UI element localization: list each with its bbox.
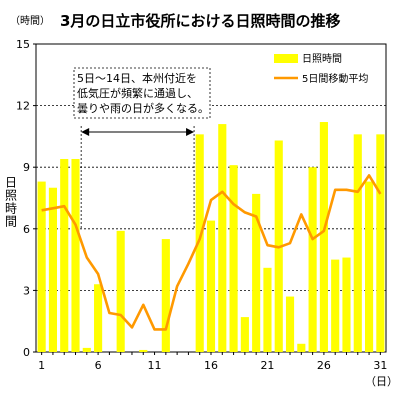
y-tick-label: 15 <box>16 38 30 51</box>
bar-day-21 <box>263 267 272 352</box>
legend-bar-label: 日照時間 <box>302 53 342 65</box>
y-axis-label-char: 間 <box>5 215 17 229</box>
bar-day-10 <box>139 349 148 352</box>
bar-day-2 <box>48 187 57 352</box>
x-tick-label: 26 <box>317 359 331 372</box>
y-axis-label-char: 時 <box>5 202 17 216</box>
y-tick-label: 3 <box>23 284 30 297</box>
y-axis-label-char: 日 <box>5 176 17 190</box>
y-unit-label: （時間） <box>10 15 50 27</box>
legend-line-label: 5日間移動平均 <box>302 72 368 85</box>
bar-day-24 <box>297 343 306 352</box>
bar-day-27 <box>331 259 340 352</box>
y-axis-label: 日照時間 <box>5 176 17 229</box>
bar-day-29 <box>353 134 362 352</box>
bar-day-31 <box>376 134 385 352</box>
annotation-box <box>73 67 211 119</box>
x-tick-label: 6 <box>95 359 102 372</box>
x-unit-label: （日） <box>365 375 398 388</box>
bar-day-8 <box>116 230 125 352</box>
bar-day-16 <box>206 220 216 352</box>
bar-day-5 <box>82 347 91 352</box>
moving-average-line <box>41 174 382 331</box>
x-tick-label: 16 <box>204 359 218 372</box>
annotation-arrow-right-head <box>186 128 195 136</box>
bar-day-18 <box>229 165 238 352</box>
y-axis-label-char: 照 <box>5 189 17 203</box>
x-tick-label: 11 <box>148 359 162 372</box>
bar-day-23 <box>285 296 295 352</box>
bar-day-19 <box>240 317 249 352</box>
bar-day-26 <box>319 122 328 352</box>
y-tick-label: 0 <box>23 346 30 359</box>
bar-day-12 <box>161 239 170 352</box>
bar-day-4 <box>71 158 80 352</box>
annotation-text-line: 曇りや雨の日が多くなる。 <box>77 101 209 115</box>
x-tick-label: 21 <box>260 359 274 372</box>
annotation-text-line: 5日～14日、本州付近を <box>77 71 197 85</box>
bar-day-20 <box>252 193 261 352</box>
annotation-text-line: 低気圧が頻繁に通過し、 <box>77 86 198 100</box>
chart-title: 3月の日立市役所における日照時間の推移 <box>60 12 340 30</box>
bar-day-3 <box>60 158 69 352</box>
y-tick-label: 12 <box>16 100 30 113</box>
annotation-arrow-left-head <box>81 128 90 136</box>
legend-bar-swatch <box>274 54 298 63</box>
y-tick-label: 9 <box>23 161 30 174</box>
x-tick-label: 31 <box>373 359 387 372</box>
bar-day-30 <box>365 181 374 352</box>
bar-day-15 <box>195 134 204 352</box>
bar-day-28 <box>342 257 351 352</box>
bar-day-25 <box>308 167 317 352</box>
y-tick-label: 6 <box>23 223 30 236</box>
bar-day-6 <box>94 284 103 352</box>
plot-area: 0 3 6 9 12 15 5日～14日、本州付近を低気圧が頻繁に通過し、曇りや雨の日が多く… <box>16 38 387 372</box>
bar-day-17 <box>218 124 227 352</box>
bar-day-1 <box>37 181 46 352</box>
x-tick-label: 1 <box>38 359 45 372</box>
